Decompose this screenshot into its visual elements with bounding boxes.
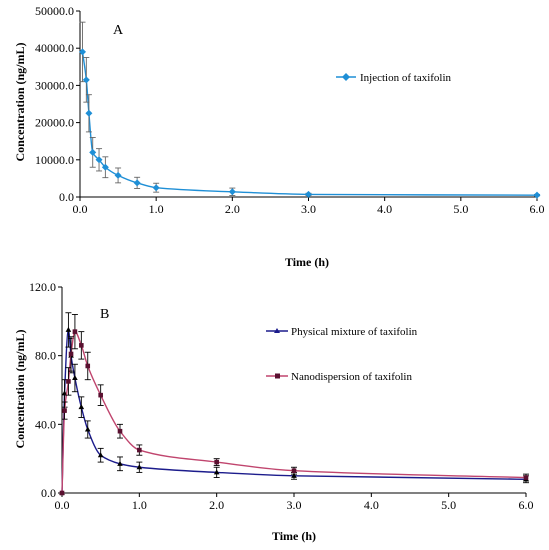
panel-b-x-tick-label: 4.0: [364, 498, 379, 512]
panel-a-series-1-point: [533, 191, 541, 199]
panel-b-series-2-point: [137, 447, 142, 453]
panel-b-series-2-point: [291, 468, 297, 473]
panel-b-legend: Physical mixture of taxifolin Nanodisper…: [266, 326, 418, 383]
panel-a-x-tick-label: 5.0: [453, 202, 468, 216]
panel-a-series-1-point: [114, 171, 122, 179]
panel-a-series-1-point: [79, 48, 87, 56]
panel-a-series-1-point: [82, 76, 90, 84]
panel-b-y-tick-label: 120.0: [29, 280, 56, 294]
panel-b-y-tick-label: 80.0: [35, 349, 56, 363]
panel-b-series-1-point: [72, 374, 78, 380]
panel-b-series-1-point: [97, 452, 104, 458]
panel-b-series-1-point: [213, 469, 220, 475]
panel-b-series-2-point: [59, 490, 65, 496]
panel-a-series-1-line: [81, 51, 538, 196]
panel-b-series-2-point: [66, 379, 71, 384]
panel-b-plot: 0.0 40.0 80.0 120.0 0.0 1.0 2.0 3.0 4.0 5.0 6.0: [29, 280, 534, 512]
legend-b-entry-2: Nanodispersion of taxifolin: [291, 371, 412, 383]
panel-b-y-tick-label: 0.0: [41, 486, 56, 500]
panel-a-x-axis-label: Time (h): [285, 255, 329, 269]
panel-a: A Concentration (ng/mL) Time (h) 0.0 1000…: [13, 4, 545, 269]
panel-a-series-1-point: [152, 184, 160, 192]
legend-b-square-icon: [275, 373, 280, 379]
panel-a-x-tick-label: 0.0: [73, 202, 88, 216]
panel-a-series-1-point: [101, 163, 109, 171]
panel-a-label: A: [113, 23, 124, 38]
panel-b-x-tick-label: 0.0: [55, 498, 70, 512]
panel-b-label: B: [100, 307, 109, 322]
panel-b-x-tick-label: 1.0: [132, 498, 147, 512]
panel-b-series-2-point: [85, 363, 91, 369]
panel-b-series-1-point: [78, 404, 85, 410]
panel-b: B Concentration (ng/mL) Time (h) 0.0 40.0…: [13, 280, 534, 543]
panel-b-series-2-point: [523, 475, 529, 480]
legend-b-triangle-icon: [274, 328, 280, 333]
panel-b-series-1-point: [84, 426, 91, 432]
panel-a-x-tick-label: 6.0: [530, 202, 545, 216]
panel-a-y-tick-label: 40000.0: [35, 41, 74, 55]
panel-a-x-tick-label: 1.0: [149, 202, 164, 216]
panel-a-x-tick-label: 2.0: [225, 202, 240, 216]
panel-a-plot: 0.0 10000.0 20000.0 30000.0 40000.0 50000.0 0.…: [35, 4, 545, 216]
panel-b-series-1-point: [65, 326, 72, 332]
panel-b-x-tick-label: 6.0: [519, 498, 534, 512]
panel-b-series-2-point: [79, 343, 84, 348]
panel-b-series-2-point: [72, 329, 78, 334]
panel-a-y-axis-label: Concentration (ng/mL): [13, 43, 27, 162]
legend-a-entry-1: Injection of taxifolin: [360, 72, 452, 84]
panel-a-y-tick-label: 10000.0: [35, 153, 74, 167]
panel-a-x-tick-label: 4.0: [377, 202, 392, 216]
panel-b-x-tick-label: 5.0: [441, 498, 456, 512]
panel-b-series-2-point: [98, 392, 103, 398]
panel-b-x-tick-label: 2.0: [209, 498, 224, 512]
panel-b-series-2-point: [117, 428, 123, 434]
legend-b-entry-1: Physical mixture of taxifolin: [291, 326, 418, 338]
panel-b-y-tick-label: 40.0: [35, 417, 56, 431]
panel-a-series-1-point: [85, 109, 93, 117]
panel-b-series-2-point: [214, 459, 219, 465]
panel-a-x-tick-label: 3.0: [301, 202, 316, 216]
panel-b-x-axis-label: Time (h): [272, 529, 316, 543]
panel-b-series-1-point: [136, 464, 143, 470]
panel-b-series-2-point: [68, 351, 74, 357]
panel-a-y-tick-label: 50000.0: [35, 4, 74, 18]
panel-a-legend: Injection of taxifolin: [336, 72, 452, 84]
legend-a-diamond-icon: [342, 73, 350, 81]
panel-a-series-1-point: [95, 156, 103, 164]
panel-b-series-2-point: [62, 408, 67, 413]
panel-b-series-1-point: [117, 460, 123, 466]
panel-a-y-tick-label: 0.0: [59, 190, 74, 204]
panel-a-series-1-point: [89, 148, 97, 156]
panel-a-series-1-point: [133, 179, 141, 187]
panel-a-series-1-point: [305, 190, 312, 198]
panel-a-y-tick-label: 20000.0: [35, 116, 74, 130]
panel-a-series-1-point: [228, 188, 236, 196]
panel-a-y-tick-label: 30000.0: [35, 78, 74, 92]
panel-b-series-1-point: [291, 472, 297, 478]
panel-b-x-tick-label: 3.0: [287, 498, 302, 512]
panel-b-y-axis-label: Concentration (ng/mL): [13, 330, 27, 449]
